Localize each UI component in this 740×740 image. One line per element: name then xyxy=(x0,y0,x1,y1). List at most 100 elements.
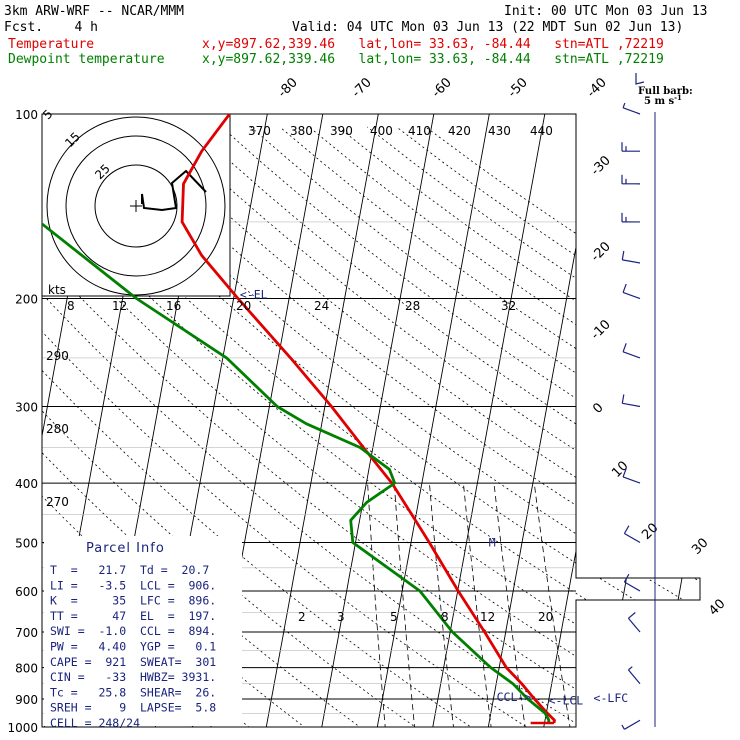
dry-adiabat xyxy=(46,126,700,727)
hodograph-ring xyxy=(65,135,207,277)
parcel-info-row: CELL = 248/24 xyxy=(50,716,140,730)
temperature-info: x,y=897.62,339.46 lat,lon= 33.63, -84.44… xyxy=(202,37,664,52)
level-marker-lcl: <-LCL xyxy=(549,694,584,708)
dry-adiabat xyxy=(42,126,322,727)
dry-adiabat-label: 280 xyxy=(46,422,69,436)
pressure-tick-label: 400 xyxy=(15,477,38,491)
isotherm xyxy=(42,114,102,727)
dry-adiabat xyxy=(42,126,700,727)
dry-adiabat xyxy=(396,126,700,727)
parcel-info-row: CIN = -33 HWBZ= 3931. xyxy=(50,670,216,684)
mixing-ratio-label: 3 xyxy=(337,610,345,624)
pressure-tick-label: 1000 xyxy=(7,721,38,735)
isotherm-label: 10 xyxy=(609,459,631,481)
dry-adiabat-label: 370 xyxy=(248,124,271,138)
wind-barb xyxy=(622,343,641,359)
isotherm xyxy=(318,114,435,727)
mixing-ratio-label: 5 xyxy=(390,610,398,624)
isotherm-label: -40 xyxy=(584,75,610,101)
pressure-tick-label: 300 xyxy=(15,400,38,414)
dry-adiabat-label: 440 xyxy=(530,124,553,138)
isotherm-label: -80 xyxy=(275,75,301,101)
wind-barbs xyxy=(621,102,656,730)
mixing-ratio-line xyxy=(429,483,456,727)
dry-adiabat-label: 420 xyxy=(448,124,471,138)
isotherm-label: 20 xyxy=(639,521,661,543)
wind-barb xyxy=(621,394,641,408)
dewpoint-profile xyxy=(42,114,551,724)
wind-barb xyxy=(621,174,641,185)
pressure-tick-label: 600 xyxy=(15,585,38,599)
parcel-info-row: TT = 47 EL = 197. xyxy=(50,609,216,623)
kts-title: kts xyxy=(48,283,66,297)
kts-label: 28 xyxy=(405,299,420,313)
isotherm-label: -70 xyxy=(349,75,375,101)
pressure-tick-label: 800 xyxy=(15,662,38,676)
mixing-ratio-line xyxy=(533,483,573,727)
dry-adiabat xyxy=(42,126,547,727)
parcel-info-row: SREH = 9 LAPSE= 5.8 xyxy=(50,701,216,715)
pressure-tick-label: 700 xyxy=(15,626,38,640)
hodograph-ring xyxy=(46,116,226,296)
dry-adiabat xyxy=(42,126,660,727)
isotherm xyxy=(374,114,490,727)
isotherm xyxy=(485,114,601,727)
model-title: 3km ARW-WRF -- NCAR/MMM xyxy=(4,4,184,19)
isotherm-label: -50 xyxy=(505,75,531,101)
parcel-info-row: PW = 4.40 YGP = 0.1 xyxy=(50,640,216,654)
plot-frame xyxy=(41,113,701,728)
isotherm-label: 0 xyxy=(590,400,606,416)
wind-barb xyxy=(622,283,641,300)
dry-adiabat-label: 430 xyxy=(488,124,511,138)
dry-adiabat-label: 290 xyxy=(46,349,69,363)
mixing-ratio-label: 8 xyxy=(441,610,449,624)
parcel-info-row: LI = -3.5 LCL = 906. xyxy=(50,578,216,592)
parcel-info-row: Tc = 25.8 SHEAR= 26. xyxy=(50,685,216,699)
isotherm xyxy=(540,114,657,727)
kts-label: 32 xyxy=(501,299,516,313)
wind-barb xyxy=(621,250,641,264)
dry-adiabat xyxy=(42,126,700,727)
mixing-ratio-label: 12 xyxy=(480,610,495,624)
isotherm xyxy=(651,114,700,727)
pressure-tick-label: 500 xyxy=(15,536,38,550)
wind-barb xyxy=(622,468,641,484)
mixing-ratio-label: 20 xyxy=(538,610,553,624)
isotherm-label: -60 xyxy=(429,75,455,101)
wind-barb xyxy=(622,102,641,115)
isotherm-label: -30 xyxy=(588,153,614,179)
isotherm-label: -10 xyxy=(588,317,614,343)
mixing-ratio-label: 2 xyxy=(298,610,306,624)
wind-barb xyxy=(621,142,641,152)
temperature-profile xyxy=(180,114,556,724)
isotherm xyxy=(429,114,546,727)
wind-barb xyxy=(627,612,641,633)
mixing-ratio-line xyxy=(463,483,494,727)
temperature-legend: Temperature xyxy=(8,37,94,52)
pressure-tick-label: 200 xyxy=(15,293,38,307)
hodograph-ring xyxy=(94,164,178,248)
parcel-info-row: SWI = -1.0 CCL = 894. xyxy=(50,624,216,638)
full-barb-label: Full barb: xyxy=(638,86,693,97)
full-barb-key: Full barb: 5 m s-1 xyxy=(635,73,693,107)
parcel-info-title: Parcel Info xyxy=(86,541,165,556)
isotherm xyxy=(708,114,740,740)
pressure-tick-label: 900 xyxy=(15,693,38,707)
kts-label: 12 xyxy=(112,299,127,313)
kts-label: 24 xyxy=(314,299,329,313)
dry-adiabat xyxy=(337,126,700,727)
level-marker-ccl: CCL-> xyxy=(497,690,532,704)
forecast-hour: Fcst. 4 h xyxy=(4,20,98,35)
mixing-ratio-line xyxy=(393,483,417,727)
dry-adiabat-label: 380 xyxy=(290,124,313,138)
isotherm xyxy=(263,114,379,727)
isotherm-label: 40 xyxy=(706,597,728,619)
dry-adiabat-label: 270 xyxy=(46,495,69,509)
dry-adiabat-label: 410 xyxy=(408,124,431,138)
parcel-info-panel: Parcel Info T = 21.7 Td = 20.7LI = -3.5 … xyxy=(44,536,242,730)
dry-adiabat xyxy=(308,126,700,727)
kts-label: 16 xyxy=(166,299,181,313)
init-time: Init: 00 UTC Mon 03 Jun 13 xyxy=(504,4,708,19)
